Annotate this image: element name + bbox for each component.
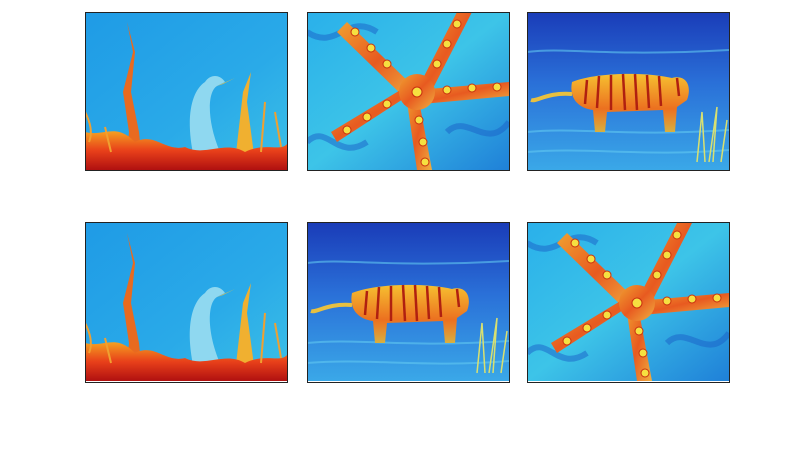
panel-frame: [307, 12, 510, 171]
image: [527, 223, 729, 381]
image-panel: [85, 12, 287, 170]
panel-frame: [307, 222, 510, 383]
panel-row-2: [85, 222, 730, 383]
panel-row-1: [85, 12, 730, 171]
panel-frame: [85, 12, 288, 171]
image: [307, 12, 509, 170]
image-panel: [307, 223, 509, 381]
image: [85, 12, 287, 170]
image-panel: [527, 12, 729, 170]
panel-frame: [527, 222, 730, 383]
image: [527, 12, 729, 170]
panel-frame: [85, 222, 288, 383]
image-panel: [307, 12, 509, 170]
image: [85, 223, 287, 381]
image: [307, 223, 509, 381]
panel-frame: [527, 12, 730, 171]
image-panel: [527, 223, 729, 381]
image-panel: [85, 223, 287, 381]
